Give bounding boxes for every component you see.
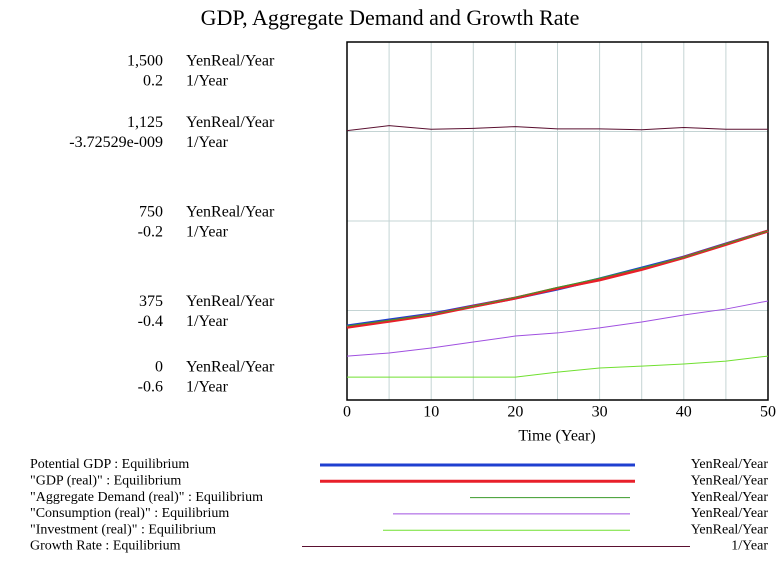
legend-label: "GDP (real)" : Equilibrium xyxy=(30,474,181,489)
y-unit-label: YenReal/Year xyxy=(186,204,275,221)
y-unit-label: YenReal/Year xyxy=(186,359,275,376)
y2-unit-label: 1/Year xyxy=(186,379,229,396)
x-axis-label: Time (Year) xyxy=(518,428,595,445)
legend-label: Growth Rate : Equilibrium xyxy=(30,539,181,554)
x-tick-label: 20 xyxy=(507,404,523,421)
y2-tick-label: 0.2 xyxy=(143,73,163,90)
series-line xyxy=(347,355,769,378)
x-tick-label: 10 xyxy=(423,404,439,421)
series-line xyxy=(346,125,768,132)
legend-unit: YenReal/Year xyxy=(691,522,769,537)
series-line xyxy=(346,230,769,327)
y2-tick-label: -0.2 xyxy=(138,224,163,241)
y-unit-label: YenReal/Year xyxy=(186,114,275,131)
chart-title: GDP, Aggregate Demand and Growth Rate xyxy=(201,5,580,30)
legend-unit: YenReal/Year xyxy=(691,474,769,489)
x-tick-label: 0 xyxy=(343,404,351,421)
legend-unit: 1/Year xyxy=(731,539,768,554)
x-tick-label: 50 xyxy=(760,404,776,421)
legend-label: "Investment (real)" : Equilibrium xyxy=(30,522,216,537)
legend-label: "Aggregate Demand (real)" : Equilibrium xyxy=(30,490,263,505)
y2-tick-label: -0.6 xyxy=(138,379,163,396)
y-tick-label: 0 xyxy=(155,359,163,376)
y2-unit-label: 1/Year xyxy=(186,224,229,241)
y-tick-label: 750 xyxy=(139,204,163,221)
y2-unit-label: 1/Year xyxy=(186,134,229,151)
y-unit-label: YenReal/Year xyxy=(186,293,275,310)
y-tick-label: 1,500 xyxy=(127,53,163,70)
y-unit-label: YenReal/Year xyxy=(186,53,275,70)
x-tick-label: 40 xyxy=(676,404,692,421)
y-tick-label: 375 xyxy=(139,293,163,310)
legend-unit: YenReal/Year xyxy=(691,457,769,472)
series-line xyxy=(346,300,769,357)
x-tick-label: 30 xyxy=(592,404,608,421)
legend-unit: YenReal/Year xyxy=(691,506,769,521)
y-tick-label: 1,125 xyxy=(127,114,163,131)
legend-unit: YenReal/Year xyxy=(691,490,769,505)
legend-label: "Consumption (real)" : Equilibrium xyxy=(30,506,229,521)
y2-tick-label: -3.72529e-009 xyxy=(69,134,163,151)
plot-frame xyxy=(346,41,769,401)
y2-unit-label: 1/Year xyxy=(186,313,229,330)
y2-tick-label: -0.4 xyxy=(138,313,163,330)
y2-unit-label: 1/Year xyxy=(186,73,229,90)
legend-label: Potential GDP : Equilibrium xyxy=(30,457,189,472)
